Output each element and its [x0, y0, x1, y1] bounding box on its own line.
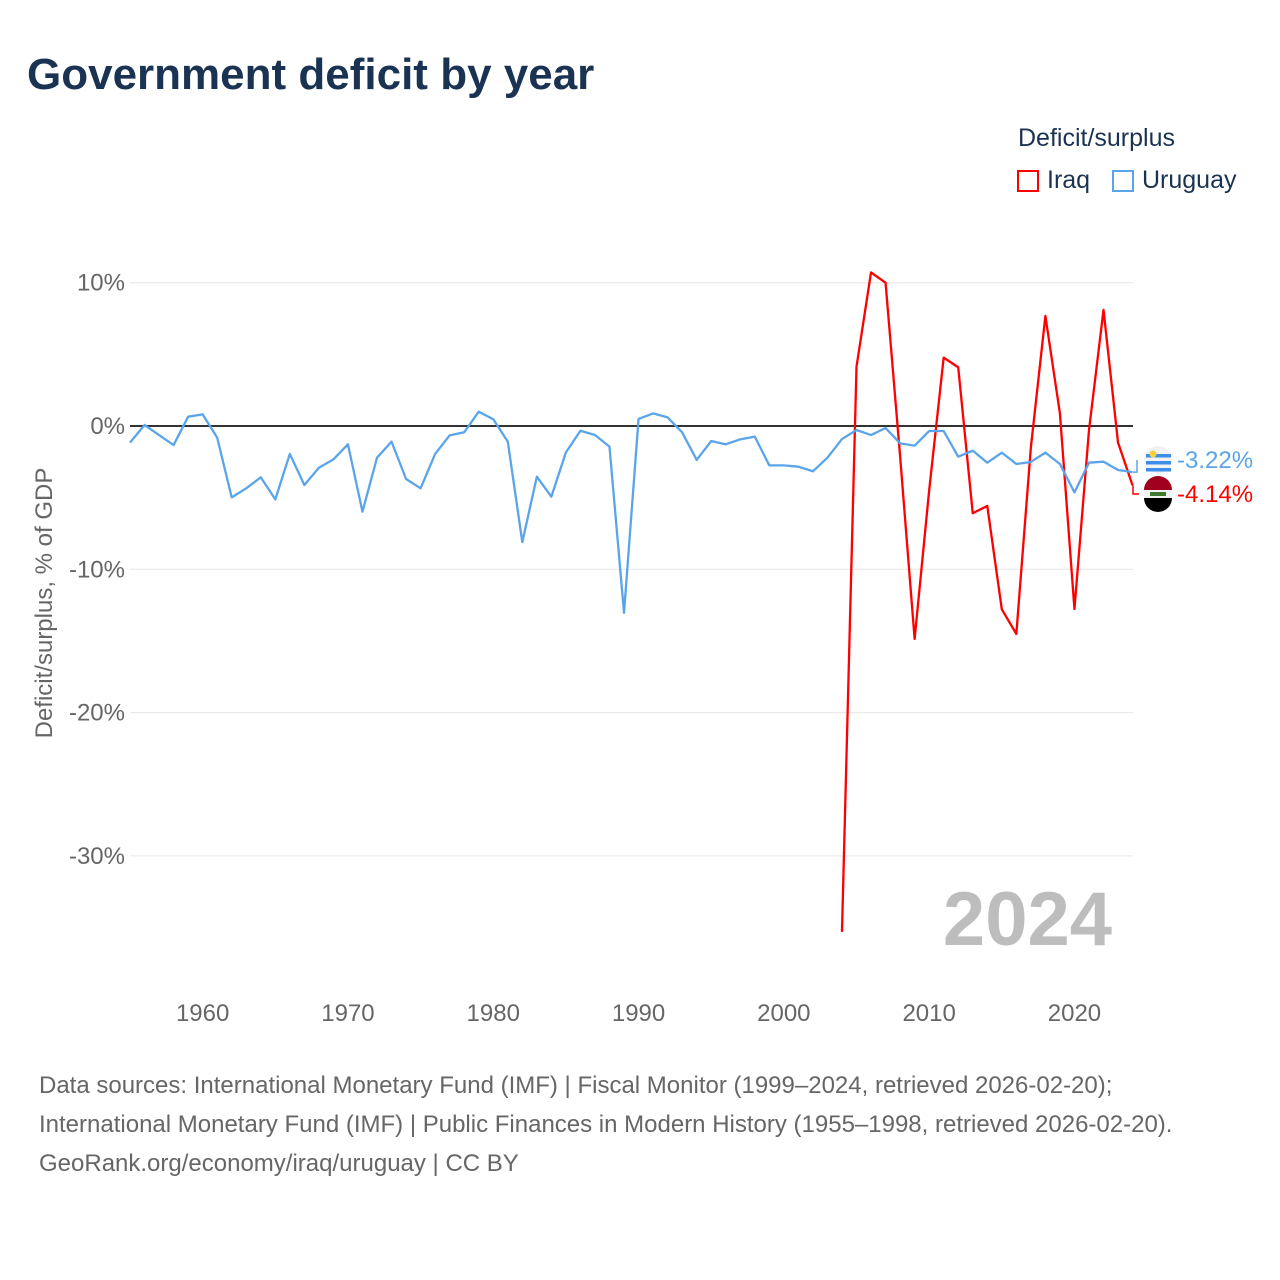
y-tick-label: 10% [77, 270, 125, 297]
legend-swatch-iraq [1017, 169, 1039, 192]
legend-label: Iraq [1047, 166, 1091, 194]
end-label-uruguay: -3.22% [1177, 447, 1253, 474]
flag-stripe [1146, 468, 1171, 472]
legend-title: Deficit/surplus [1018, 124, 1175, 152]
x-tick-label: 1980 [467, 1000, 520, 1027]
flag-stripe [1144, 498, 1172, 512]
series-line-uruguay [129, 410, 1133, 614]
label-connector [1132, 485, 1139, 495]
y-tick-label: -30% [69, 843, 125, 870]
credit-link[interactable]: GeoRank.org/economy/iraq/uruguay | CC BY [39, 1150, 519, 1177]
footer: Data sources: International Monetary Fun… [39, 1066, 1239, 1183]
year-watermark: 2024 [943, 877, 1112, 962]
y-tick-label: 0% [90, 413, 125, 440]
line-chart: 10% 0% -10% -20% -30% 1960 1970 1980 1990 2000 201… [31, 270, 1253, 1027]
x-tick-label: 1970 [321, 1000, 374, 1027]
y-axis-label: Deficit/surplus, % of GDP [31, 468, 58, 739]
label-connector [1133, 460, 1138, 473]
x-tick-label: 1990 [612, 1000, 665, 1027]
flag-stripe [1144, 476, 1172, 490]
x-tick-label: 2010 [902, 1000, 955, 1027]
legend-swatch-uruguay [1112, 169, 1134, 192]
flag-text [1150, 492, 1166, 496]
series-line-iraq [840, 271, 1134, 932]
x-tick-label: 2000 [757, 1000, 810, 1027]
flag-stripe [1146, 454, 1171, 458]
data-sources: Data sources: International Monetary Fun… [39, 1072, 1173, 1138]
y-tick-label: -10% [69, 556, 125, 583]
page-title: Government deficit by year [27, 50, 595, 99]
y-tick-label: -20% [69, 700, 125, 727]
x-tick-label: 1960 [176, 1000, 229, 1027]
legend-item-iraq[interactable]: Iraq [1017, 166, 1090, 195]
legend-item-uruguay[interactable]: Uruguay [1112, 166, 1237, 195]
x-tick-label: 2020 [1048, 1000, 1101, 1027]
flag-stripe [1146, 461, 1171, 465]
legend-label: Uruguay [1142, 166, 1237, 194]
end-label-iraq: -4.14% [1177, 481, 1253, 508]
flag-sun [1149, 450, 1157, 458]
